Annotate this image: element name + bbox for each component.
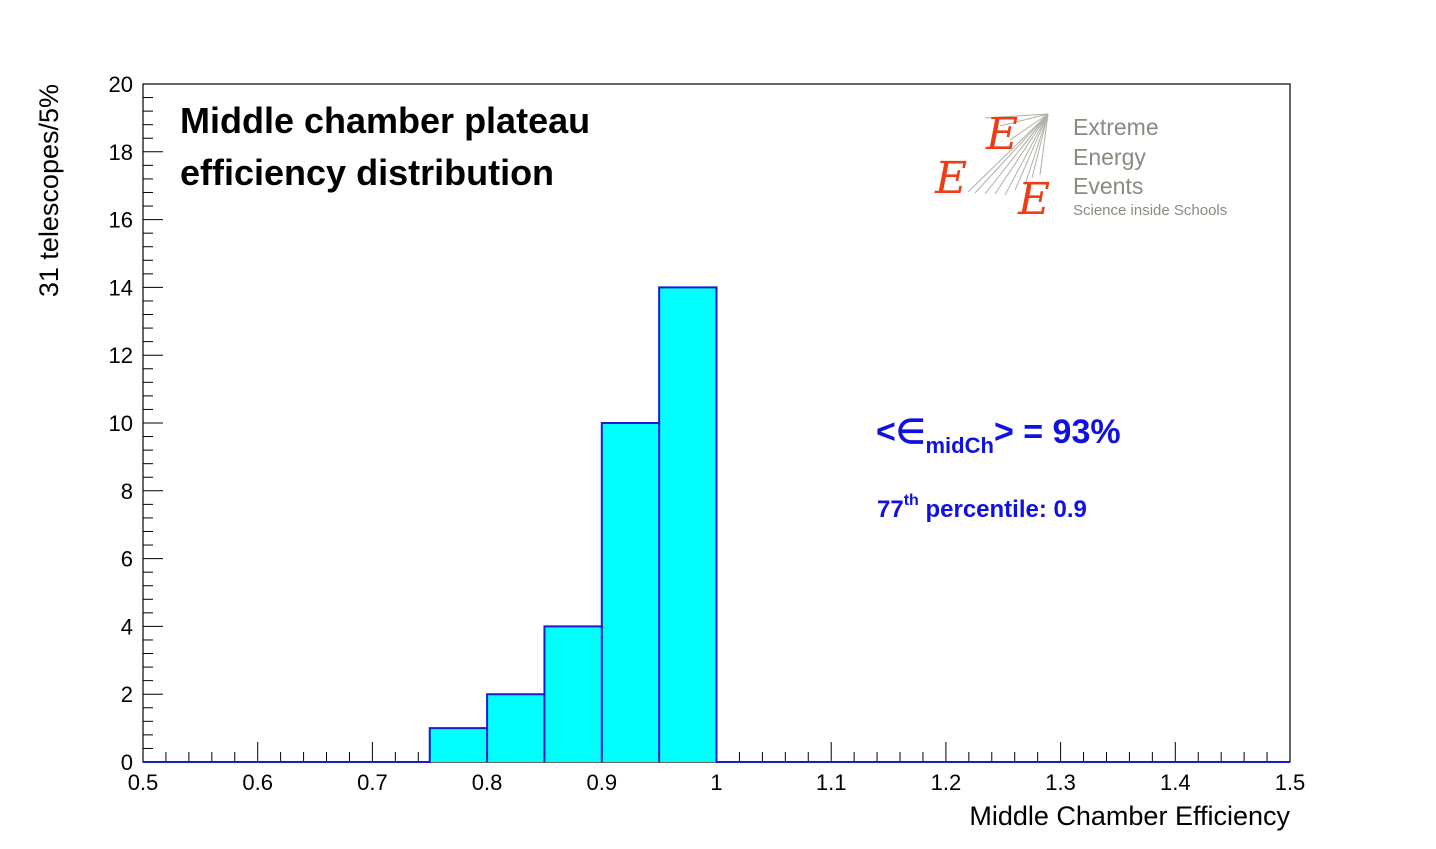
tick-labels: 0.5 0.6 0.7 0.8 0.9 1 1.1 1.2 1.3 1.4 1.5 0 2 4 6 8 10 12… (109, 72, 1306, 795)
y-tick-label-0: 0 (121, 750, 133, 775)
x-tick-label-1: 0.6 (242, 770, 273, 795)
y-tick-label-2: 4 (121, 614, 133, 639)
histogram-bar-4 (659, 287, 717, 762)
x-tick-label-4: 0.9 (587, 770, 618, 795)
y-tick-label-10: 20 (109, 72, 133, 97)
logo-rays (967, 113, 1049, 196)
y-tick-label-5: 10 (109, 411, 133, 436)
x-tick-label-9: 1.4 (1160, 770, 1191, 795)
x-tick-label-5: 1 (710, 770, 722, 795)
mean-efficiency-annotation: <∈midCh> = 93% (876, 413, 1121, 458)
x-axis-label: Middle Chamber Efficiency (969, 801, 1290, 831)
x-tick-label-3: 0.8 (472, 770, 503, 795)
percentile-text: percentile: 0.9 (919, 496, 1087, 523)
y-tick-label-7: 14 (109, 275, 133, 300)
logo-tagline: Science inside Schools (1073, 202, 1227, 219)
mean-subscript: midCh (925, 433, 993, 458)
x-tick-label-8: 1.3 (1045, 770, 1076, 795)
logo-letter-e-1: E (985, 109, 1018, 160)
chart-title-line-1: Middle chamber plateau (180, 100, 590, 141)
histogram-outline (143, 286, 1290, 763)
x-tick-label-2: 0.7 (357, 770, 388, 795)
y-tick-label-4: 8 (121, 479, 133, 504)
y-tick-label-1: 2 (121, 682, 133, 707)
histogram-bar-2 (544, 626, 602, 762)
x-tick-label-7: 1.2 (931, 770, 962, 795)
mean-suffix: > = 93% (994, 413, 1121, 451)
histogram-bars (143, 286, 1290, 763)
percentile-number: 77 (877, 496, 904, 523)
histogram-bar-1 (487, 694, 545, 762)
x-tick-label-10: 1.5 (1275, 770, 1306, 795)
histogram-bar-3 (601, 423, 660, 762)
percentile-annotation: 77th percentile: 0.9 (877, 492, 1087, 523)
y-tick-label-8: 16 (109, 208, 133, 233)
logo-letter-e-2: E (934, 153, 967, 204)
logo-line-3: Events (1073, 173, 1143, 199)
y-axis-label: 31 telescopes/5% (34, 84, 64, 297)
x-tick-label-0: 0.5 (128, 770, 159, 795)
histogram-bar-0 (429, 728, 488, 762)
eee-logo: E E E Extreme Energy Events Science insi… (934, 109, 1227, 225)
chart-title-line-2: efficiency distribution (180, 152, 554, 193)
logo-letter-e-3: E (1017, 174, 1050, 225)
percentile-superscript: th (904, 492, 919, 509)
logo-line-1: Extreme (1073, 114, 1159, 140)
y-tick-label-3: 6 (121, 547, 133, 572)
mean-prefix: <∈ (876, 413, 925, 451)
logo-line-2: Energy (1073, 144, 1146, 170)
x-tick-label-6: 1.1 (816, 770, 847, 795)
y-tick-label-6: 12 (109, 343, 133, 368)
y-tick-label-9: 18 (109, 140, 133, 165)
